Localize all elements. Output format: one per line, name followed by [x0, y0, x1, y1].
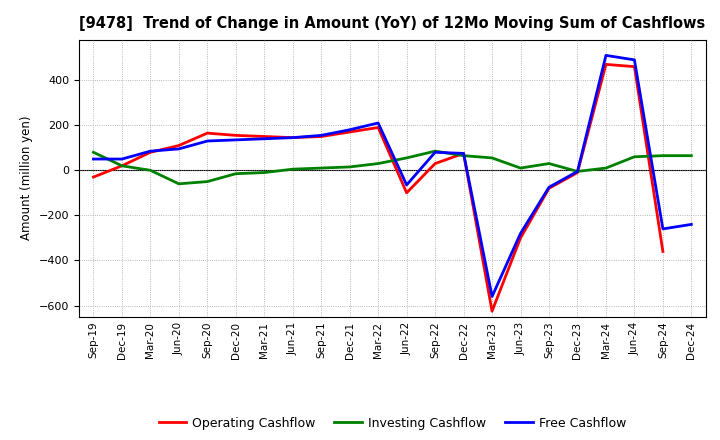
- Investing Cashflow: [117, 163, 126, 169]
- Operating Cashflow: [346, 129, 354, 135]
- Free Cashflow: [317, 133, 325, 138]
- Operating Cashflow: [516, 235, 525, 241]
- Investing Cashflow: [602, 165, 611, 171]
- Free Cashflow: [232, 137, 240, 143]
- Free Cashflow: [346, 127, 354, 132]
- Operating Cashflow: [317, 134, 325, 139]
- Operating Cashflow: [146, 150, 155, 155]
- Investing Cashflow: [289, 167, 297, 172]
- Investing Cashflow: [630, 154, 639, 159]
- Operating Cashflow: [289, 135, 297, 140]
- Free Cashflow: [174, 146, 183, 151]
- Investing Cashflow: [374, 161, 382, 166]
- Operating Cashflow: [659, 249, 667, 254]
- Free Cashflow: [146, 149, 155, 154]
- Line: Investing Cashflow: Investing Cashflow: [94, 151, 691, 184]
- Investing Cashflow: [174, 181, 183, 187]
- Investing Cashflow: [89, 150, 98, 155]
- Investing Cashflow: [659, 153, 667, 158]
- Line: Operating Cashflow: Operating Cashflow: [94, 64, 663, 311]
- Operating Cashflow: [402, 190, 411, 195]
- Operating Cashflow: [545, 186, 554, 191]
- Operating Cashflow: [89, 174, 98, 180]
- Operating Cashflow: [487, 308, 496, 314]
- Free Cashflow: [630, 57, 639, 62]
- Operating Cashflow: [174, 143, 183, 148]
- Investing Cashflow: [459, 153, 468, 158]
- Free Cashflow: [431, 150, 439, 155]
- Free Cashflow: [687, 222, 696, 227]
- Free Cashflow: [573, 169, 582, 174]
- Operating Cashflow: [203, 131, 212, 136]
- Investing Cashflow: [402, 155, 411, 161]
- Y-axis label: Amount (million yen): Amount (million yen): [20, 116, 33, 240]
- Investing Cashflow: [317, 165, 325, 171]
- Free Cashflow: [545, 184, 554, 190]
- Free Cashflow: [117, 156, 126, 161]
- Investing Cashflow: [431, 149, 439, 154]
- Free Cashflow: [516, 231, 525, 236]
- Line: Free Cashflow: Free Cashflow: [94, 55, 691, 297]
- Investing Cashflow: [573, 169, 582, 174]
- Investing Cashflow: [516, 165, 525, 171]
- Operating Cashflow: [260, 134, 269, 139]
- Investing Cashflow: [346, 164, 354, 169]
- Investing Cashflow: [545, 161, 554, 166]
- Investing Cashflow: [487, 155, 496, 161]
- Legend: Operating Cashflow, Investing Cashflow, Free Cashflow: Operating Cashflow, Investing Cashflow, …: [153, 412, 631, 435]
- Investing Cashflow: [146, 168, 155, 173]
- Operating Cashflow: [232, 133, 240, 138]
- Free Cashflow: [89, 156, 98, 161]
- Free Cashflow: [260, 136, 269, 141]
- Free Cashflow: [289, 135, 297, 140]
- Free Cashflow: [203, 138, 212, 143]
- Operating Cashflow: [602, 62, 611, 67]
- Investing Cashflow: [687, 153, 696, 158]
- Free Cashflow: [459, 151, 468, 156]
- Investing Cashflow: [260, 170, 269, 175]
- Free Cashflow: [374, 121, 382, 126]
- Operating Cashflow: [630, 64, 639, 69]
- Operating Cashflow: [459, 151, 468, 156]
- Operating Cashflow: [374, 125, 382, 130]
- Operating Cashflow: [573, 170, 582, 175]
- Operating Cashflow: [117, 163, 126, 169]
- Title: [9478]  Trend of Change in Amount (YoY) of 12Mo Moving Sum of Cashflows: [9478] Trend of Change in Amount (YoY) o…: [79, 16, 706, 32]
- Free Cashflow: [402, 182, 411, 187]
- Operating Cashflow: [431, 161, 439, 166]
- Investing Cashflow: [232, 171, 240, 176]
- Investing Cashflow: [203, 179, 212, 184]
- Free Cashflow: [659, 226, 667, 231]
- Free Cashflow: [487, 294, 496, 299]
- Free Cashflow: [602, 53, 611, 58]
